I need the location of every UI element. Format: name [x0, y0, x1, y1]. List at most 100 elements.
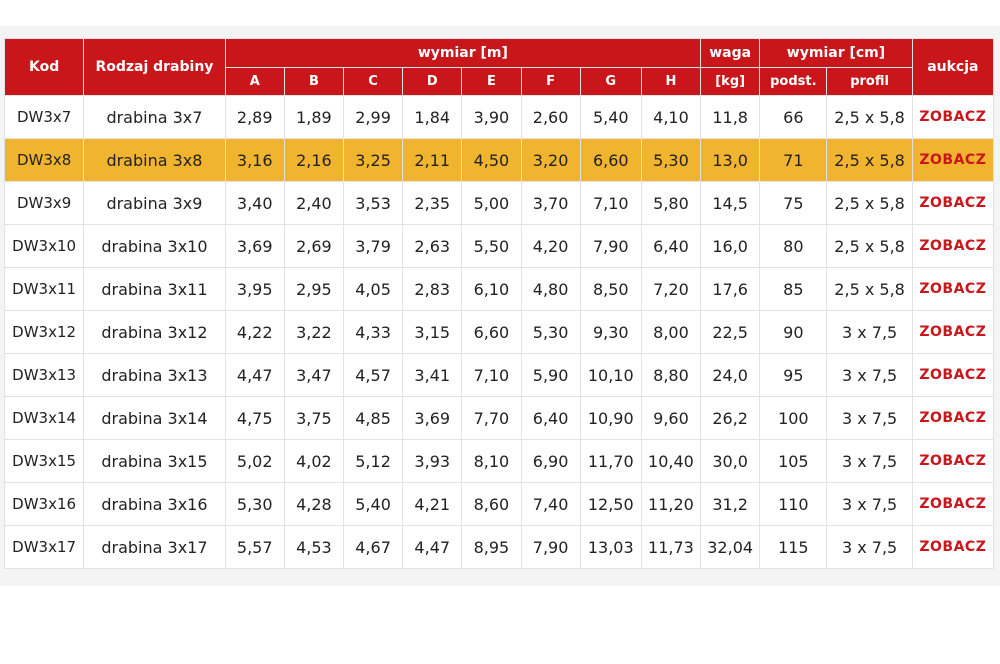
ladder-spec-table: Kod Rodzaj drabiny wymiar [m] waga wymia…	[4, 38, 994, 569]
cell-a: 5,57	[225, 526, 284, 568]
cell-waga: 24,0	[701, 354, 760, 396]
cell-podst: 95	[760, 354, 827, 396]
cell-b: 2,69	[284, 225, 343, 267]
cell-rodzaj: drabina 3x16	[84, 483, 225, 525]
cell-h: 8,80	[641, 354, 701, 396]
cell-waga: 26,2	[701, 397, 760, 439]
header-g: G	[580, 68, 641, 95]
cell-e: 3,90	[462, 96, 521, 138]
cell-c: 3,25	[343, 139, 403, 181]
cell-waga: 31,2	[701, 483, 760, 525]
header-aukcja: aukcja	[912, 39, 993, 95]
cell-c: 4,57	[343, 354, 403, 396]
cell-f: 7,40	[521, 483, 580, 525]
cell-d: 4,21	[403, 483, 462, 525]
cell-profil: 3 x 7,5	[827, 483, 912, 525]
cell-g: 13,03	[580, 526, 641, 568]
cell-e: 8,60	[462, 483, 521, 525]
cell-f: 2,60	[521, 96, 580, 138]
zobacz-link[interactable]: ZOBACZ	[912, 483, 993, 525]
cell-h: 4,10	[641, 96, 701, 138]
cell-podst: 66	[760, 96, 827, 138]
header-wymiar-m: wymiar [m]	[225, 39, 701, 67]
cell-g: 9,30	[580, 311, 641, 353]
header-b: B	[284, 68, 343, 95]
cell-e: 6,10	[462, 268, 521, 310]
cell-rodzaj: drabina 3x9	[84, 182, 225, 224]
cell-a: 3,40	[225, 182, 284, 224]
cell-e: 5,50	[462, 225, 521, 267]
header-row-top: Kod Rodzaj drabiny wymiar [m] waga wymia…	[5, 39, 993, 95]
cell-h: 9,60	[641, 397, 701, 439]
table-row: DW3x9 drabina 3x9 3,40 2,40 3,53 2,35 5,00 3,70…	[5, 182, 993, 224]
cell-podst: 110	[760, 483, 827, 525]
zobacz-link[interactable]: ZOBACZ	[912, 182, 993, 224]
cell-h: 10,40	[641, 440, 701, 482]
cell-kod: DW3x17	[5, 526, 84, 568]
cell-profil: 3 x 7,5	[827, 526, 912, 568]
cell-g: 10,90	[580, 397, 641, 439]
zobacz-link[interactable]: ZOBACZ	[912, 268, 993, 310]
zobacz-link[interactable]: ZOBACZ	[912, 96, 993, 138]
cell-kod: DW3x11	[5, 268, 84, 310]
zobacz-link[interactable]: ZOBACZ	[912, 397, 993, 439]
cell-podst: 85	[760, 268, 827, 310]
cell-kod: DW3x14	[5, 397, 84, 439]
cell-b: 3,22	[284, 311, 343, 353]
table-row: DW3x10 drabina 3x10 3,69 2,69 3,79 2,63 5,50 4,…	[5, 225, 993, 267]
cell-rodzaj: drabina 3x7	[84, 96, 225, 138]
zobacz-link[interactable]: ZOBACZ	[912, 139, 993, 181]
cell-profil: 2,5 x 5,8	[827, 268, 912, 310]
cell-b: 2,40	[284, 182, 343, 224]
cell-f: 3,20	[521, 139, 580, 181]
zobacz-link[interactable]: ZOBACZ	[912, 354, 993, 396]
cell-f: 7,90	[521, 526, 580, 568]
cell-b: 3,75	[284, 397, 343, 439]
cell-podst: 75	[760, 182, 827, 224]
cell-kod: DW3x8	[5, 139, 84, 181]
cell-podst: 115	[760, 526, 827, 568]
cell-c: 3,53	[343, 182, 403, 224]
zobacz-link[interactable]: ZOBACZ	[912, 225, 993, 267]
cell-kod: DW3x15	[5, 440, 84, 482]
zobacz-link[interactable]: ZOBACZ	[912, 311, 993, 353]
cell-d: 3,15	[403, 311, 462, 353]
table-row: DW3x11 drabina 3x11 3,95 2,95 4,05 2,83 6,10 4,…	[5, 268, 993, 310]
header-kod: Kod	[5, 39, 84, 95]
zobacz-link[interactable]: ZOBACZ	[912, 526, 993, 568]
cell-rodzaj: drabina 3x15	[84, 440, 225, 482]
cell-b: 2,95	[284, 268, 343, 310]
cell-d: 3,93	[403, 440, 462, 482]
cell-f: 4,80	[521, 268, 580, 310]
header-profil: profil	[827, 68, 912, 95]
header-waga: waga	[701, 39, 760, 67]
cell-b: 3,47	[284, 354, 343, 396]
cell-d: 2,11	[403, 139, 462, 181]
cell-f: 4,20	[521, 225, 580, 267]
cell-d: 2,83	[403, 268, 462, 310]
cell-f: 3,70	[521, 182, 580, 224]
cell-kod: DW3x16	[5, 483, 84, 525]
cell-c: 4,85	[343, 397, 403, 439]
cell-h: 7,20	[641, 268, 701, 310]
cell-g: 8,50	[580, 268, 641, 310]
cell-h: 11,73	[641, 526, 701, 568]
table-row: DW3x12 drabina 3x12 4,22 3,22 4,33 3,15 6,60 5,…	[5, 311, 993, 353]
cell-c: 5,40	[343, 483, 403, 525]
cell-h: 6,40	[641, 225, 701, 267]
header-waga-unit: [kg]	[701, 68, 760, 95]
cell-rodzaj: drabina 3x13	[84, 354, 225, 396]
zobacz-link[interactable]: ZOBACZ	[912, 440, 993, 482]
header-f: F	[521, 68, 580, 95]
header-c: C	[343, 68, 403, 95]
cell-kod: DW3x9	[5, 182, 84, 224]
cell-a: 3,95	[225, 268, 284, 310]
cell-b: 4,53	[284, 526, 343, 568]
cell-c: 4,33	[343, 311, 403, 353]
cell-kod: DW3x10	[5, 225, 84, 267]
cell-a: 5,30	[225, 483, 284, 525]
cell-a: 4,22	[225, 311, 284, 353]
cell-c: 2,99	[343, 96, 403, 138]
cell-g: 5,40	[580, 96, 641, 138]
cell-kod: DW3x13	[5, 354, 84, 396]
